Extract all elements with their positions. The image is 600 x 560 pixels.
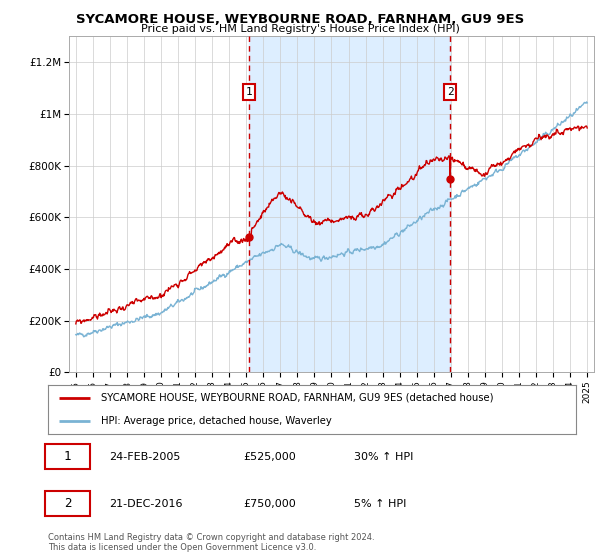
Text: £750,000: £750,000 — [244, 499, 296, 508]
Text: 2: 2 — [447, 87, 454, 97]
Text: 1: 1 — [245, 87, 252, 97]
Text: 24-FEB-2005: 24-FEB-2005 — [109, 452, 180, 461]
Text: £525,000: £525,000 — [244, 452, 296, 461]
Text: HPI: Average price, detached house, Waverley: HPI: Average price, detached house, Wave… — [101, 416, 332, 426]
Text: This data is licensed under the Open Government Licence v3.0.: This data is licensed under the Open Gov… — [48, 543, 316, 552]
Text: 5% ↑ HPI: 5% ↑ HPI — [354, 499, 407, 508]
Text: 1: 1 — [64, 450, 71, 463]
Text: 2: 2 — [64, 497, 71, 510]
Text: SYCAMORE HOUSE, WEYBOURNE ROAD, FARNHAM, GU9 9ES: SYCAMORE HOUSE, WEYBOURNE ROAD, FARNHAM,… — [76, 13, 524, 26]
Text: 21-DEC-2016: 21-DEC-2016 — [109, 499, 182, 508]
FancyBboxPatch shape — [46, 491, 90, 516]
Text: Contains HM Land Registry data © Crown copyright and database right 2024.: Contains HM Land Registry data © Crown c… — [48, 533, 374, 542]
Bar — [249, 36, 451, 372]
Text: 30% ↑ HPI: 30% ↑ HPI — [354, 452, 413, 461]
FancyBboxPatch shape — [46, 444, 90, 469]
Text: Price paid vs. HM Land Registry's House Price Index (HPI): Price paid vs. HM Land Registry's House … — [140, 24, 460, 34]
Text: SYCAMORE HOUSE, WEYBOURNE ROAD, FARNHAM, GU9 9ES (detached house): SYCAMORE HOUSE, WEYBOURNE ROAD, FARNHAM,… — [101, 393, 493, 403]
